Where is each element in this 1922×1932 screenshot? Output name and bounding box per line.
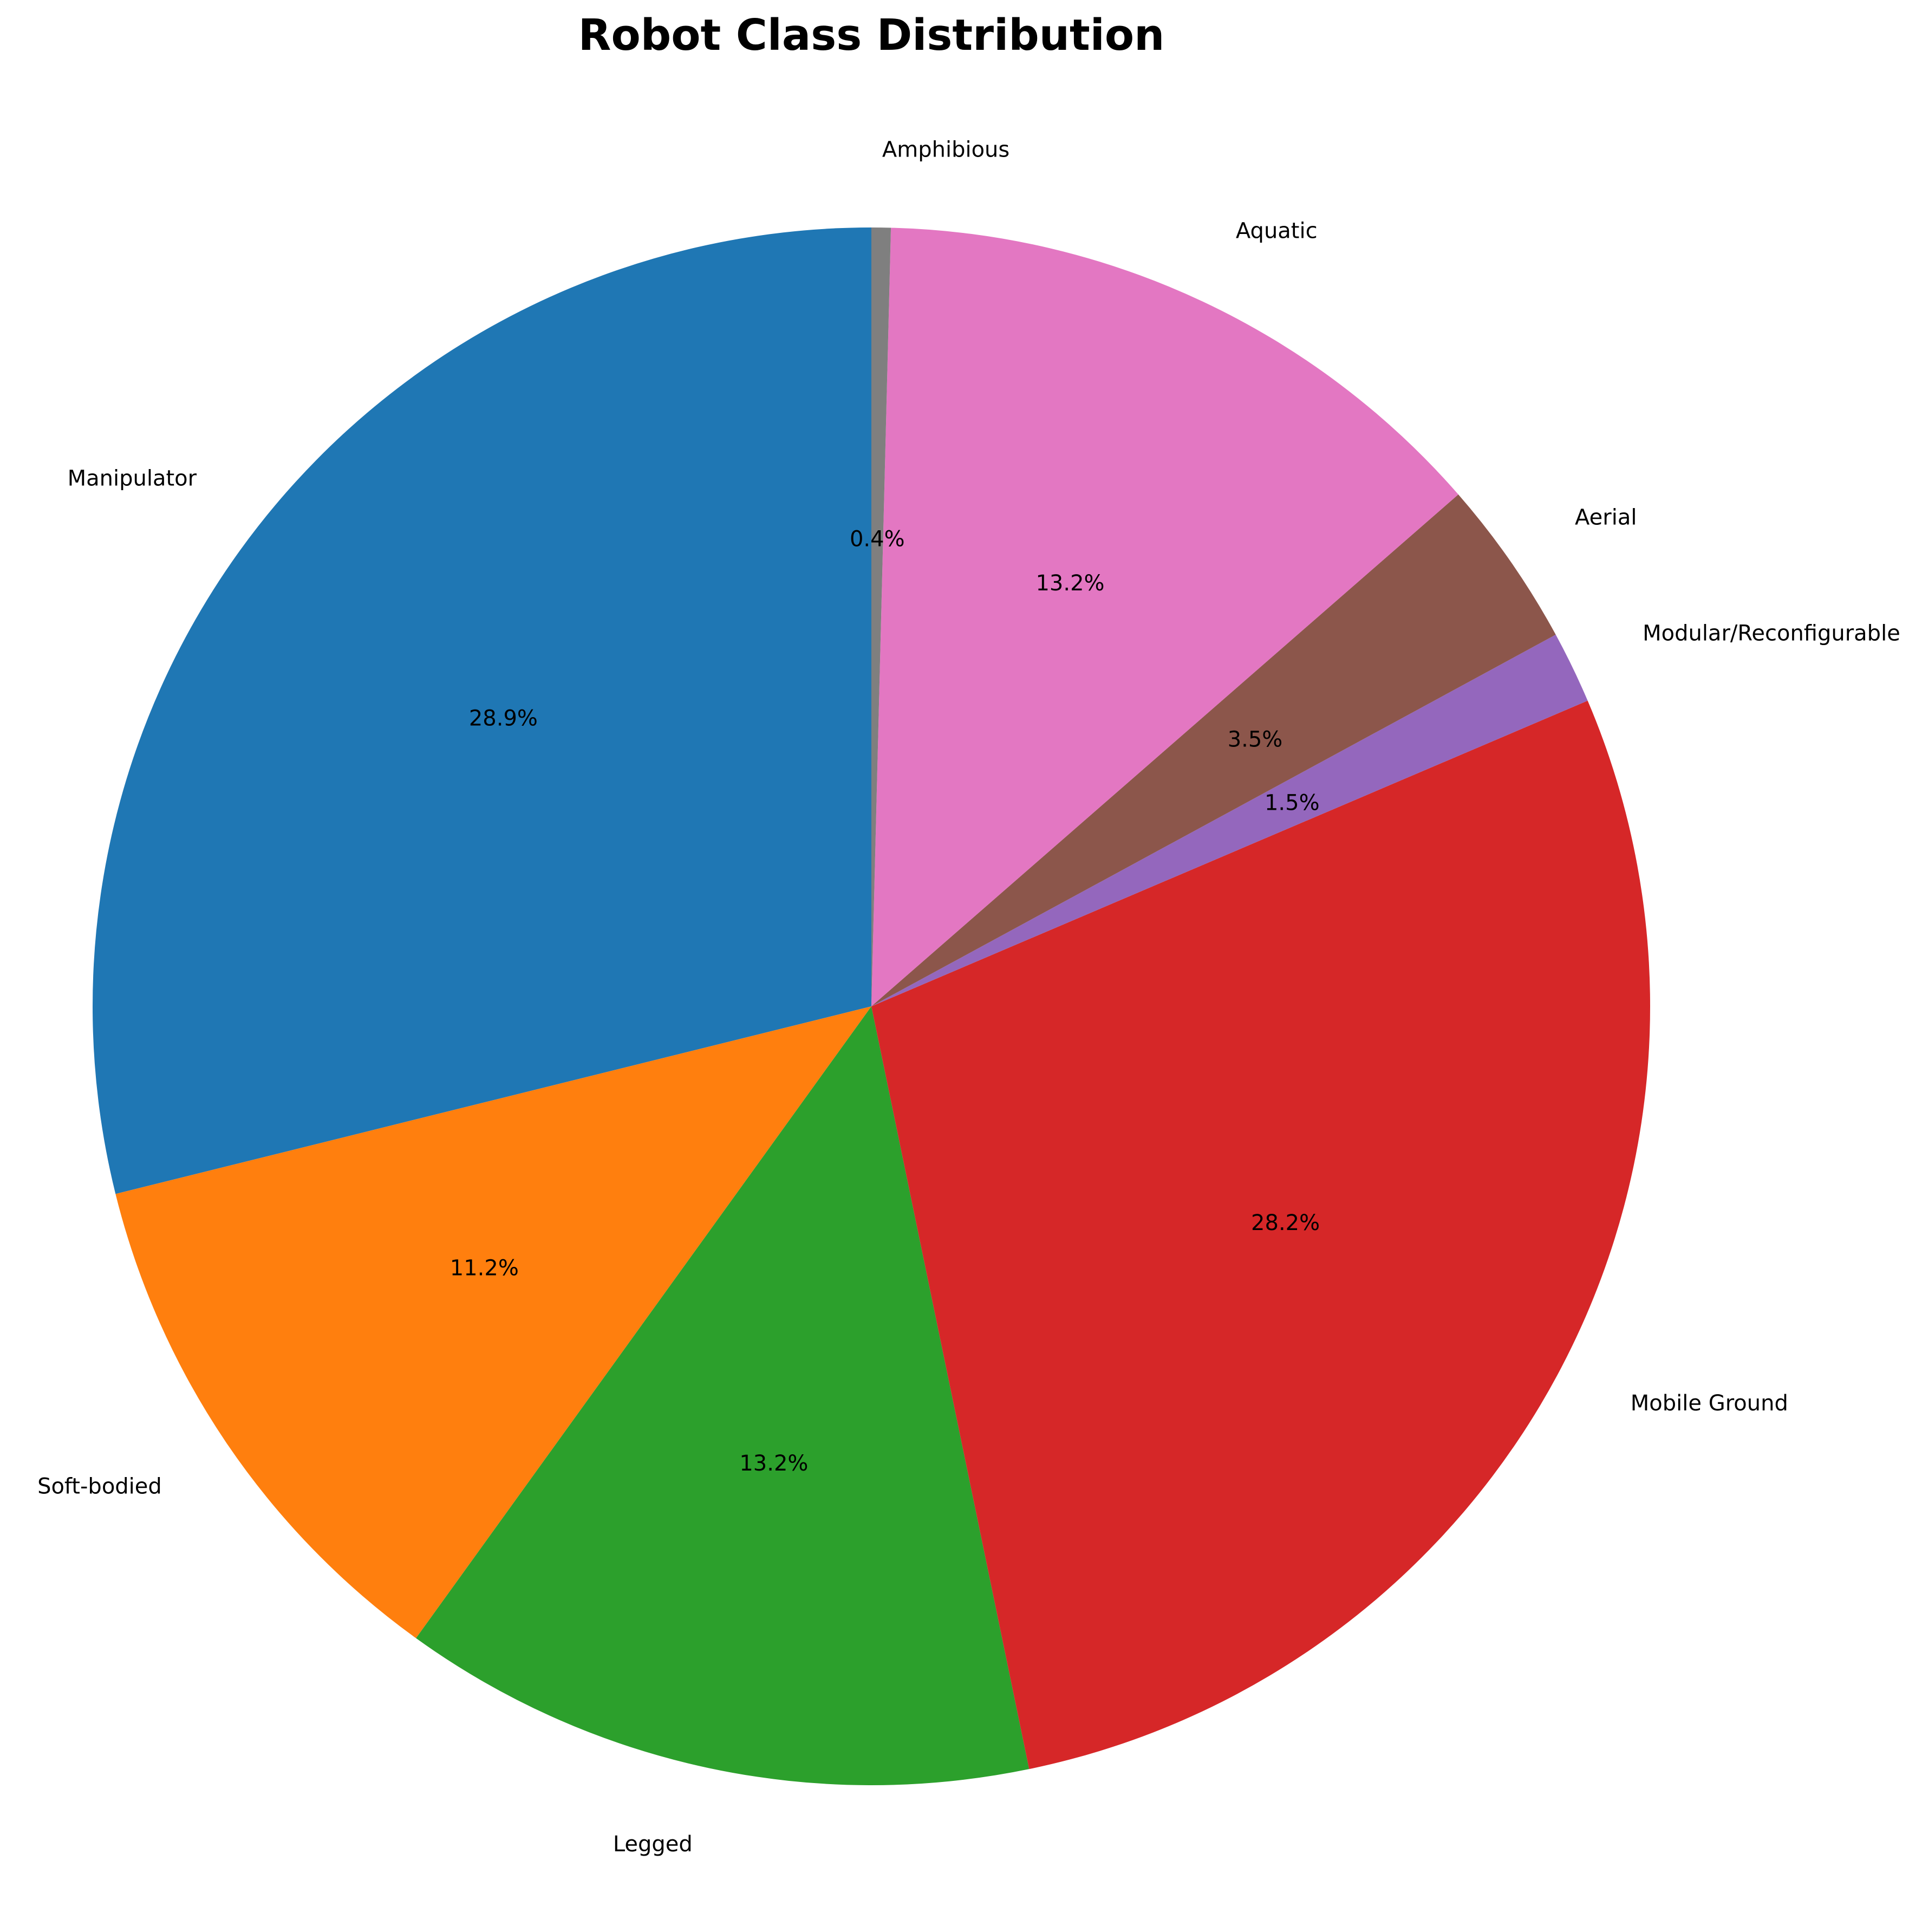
pct-label-soft-bodied: 11.2% <box>450 1256 519 1280</box>
pct-label-legged: 13.2% <box>739 1451 808 1476</box>
category-labels: Manipulator Soft-bodied Legged Mobile Groun… <box>37 137 1900 1857</box>
category-label-aquatic: Aquatic <box>1236 218 1318 243</box>
pie-slice-manipulator <box>93 227 871 1194</box>
category-label-modular-reconfigurable: Modular/Reconfigurable <box>1643 621 1900 646</box>
pct-label-mobile-ground: 28.2% <box>1251 1211 1320 1235</box>
pct-label-amphibious: 0.4% <box>850 526 905 551</box>
category-label-amphibious: Amphibious <box>882 137 1009 162</box>
category-label-mobile-ground: Mobile Ground <box>1631 1391 1788 1416</box>
pct-label-aquatic: 13.2% <box>1035 571 1104 596</box>
pie-slice-legged <box>416 1006 1030 1785</box>
pct-label-modular-reconfigurable: 1.5% <box>1265 790 1320 815</box>
pct-label-manipulator: 28.9% <box>469 706 538 731</box>
category-label-legged: Legged <box>613 1832 693 1857</box>
category-label-manipulator: Manipulator <box>68 466 197 491</box>
category-label-aerial: Aerial <box>1575 505 1637 530</box>
pie-slice-mobile-ground <box>871 700 1651 1770</box>
pie-slice-modular-reconfigurable <box>871 634 1588 1006</box>
category-label-soft-bodied: Soft-bodied <box>37 1474 162 1499</box>
percentage-labels: 28.9% 11.2% 13.2% 28.2% 1.5% 3.5% 13.2% 0.4% <box>450 526 1320 1476</box>
pie-slice-soft-bodied <box>115 1006 872 1638</box>
chart-title: Robot Class Distribution <box>578 10 1165 60</box>
pie-slice-aquatic <box>871 227 1458 1007</box>
pct-label-aerial: 3.5% <box>1228 727 1283 752</box>
pie-slices <box>93 227 1651 1785</box>
pie-slice-aerial <box>871 494 1556 1006</box>
pie-slice-amphibious <box>871 227 891 1006</box>
